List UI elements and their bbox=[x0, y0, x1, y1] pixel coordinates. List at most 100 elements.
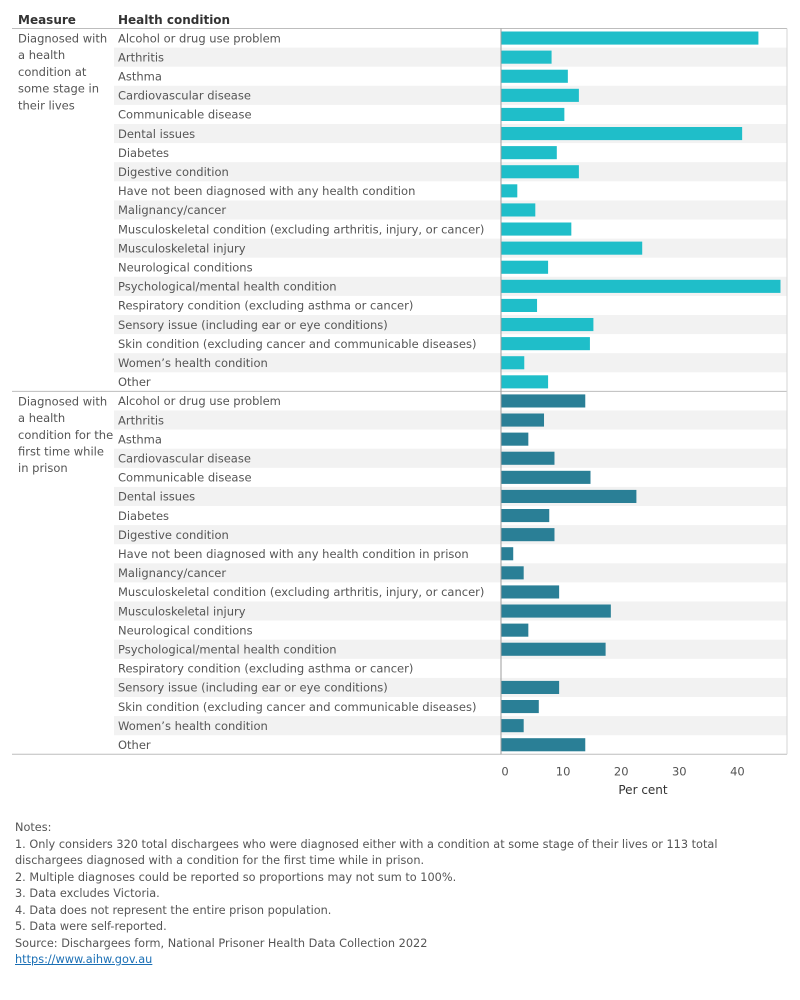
x-tick-label: 30 bbox=[672, 764, 687, 778]
category-label: Musculoskeletal condition (excluding art… bbox=[118, 585, 484, 599]
category-label: Musculoskeletal condition (excluding art… bbox=[118, 222, 484, 236]
measure-label-line: condition for the bbox=[18, 428, 113, 442]
x-tick-label: 10 bbox=[556, 764, 571, 778]
category-label: Have not been diagnosed with any health … bbox=[118, 547, 469, 561]
category-label: Cardiovascular disease bbox=[118, 89, 251, 103]
bar bbox=[501, 222, 572, 236]
row-band bbox=[114, 448, 787, 468]
bar bbox=[501, 738, 586, 752]
row-band bbox=[114, 639, 787, 659]
category-label: Communicable disease bbox=[118, 471, 252, 485]
category-label: Skin condition (excluding cancer and com… bbox=[118, 700, 476, 714]
bar bbox=[501, 279, 781, 293]
bar bbox=[501, 241, 643, 255]
note-item-3: 3. Data excludes Victoria. bbox=[15, 887, 160, 900]
row-band bbox=[114, 410, 787, 430]
row-band bbox=[114, 315, 787, 335]
measure-column-header: Measure bbox=[18, 13, 76, 27]
bar bbox=[501, 394, 586, 408]
bar bbox=[501, 623, 529, 637]
category-label: Alcohol or drug use problem bbox=[118, 394, 281, 408]
note-item-5: 5. Data were self-reported. bbox=[15, 920, 167, 933]
bar bbox=[501, 470, 591, 484]
bar-chart: Measure Health condition Diagnosed with a… bbox=[12, 13, 788, 797]
bar bbox=[501, 509, 550, 523]
row-band bbox=[114, 601, 787, 621]
bar bbox=[501, 88, 579, 102]
bar bbox=[501, 260, 549, 274]
bar bbox=[501, 528, 555, 542]
row-band bbox=[114, 85, 787, 105]
bar bbox=[501, 566, 524, 580]
bar bbox=[501, 432, 529, 446]
bar bbox=[501, 375, 549, 389]
bar bbox=[501, 337, 590, 351]
row-band bbox=[114, 353, 787, 373]
measure-label-line: Diagnosed with bbox=[18, 32, 107, 46]
bar bbox=[501, 127, 743, 141]
bar bbox=[501, 642, 606, 656]
bar bbox=[501, 356, 525, 370]
category-label: Other bbox=[118, 738, 151, 752]
source-link[interactable]: https://www.aihw.gov.au bbox=[15, 953, 153, 966]
x-axis-title: Per cent bbox=[618, 783, 668, 797]
row-band bbox=[114, 47, 787, 67]
category-label: Musculoskeletal injury bbox=[118, 604, 246, 618]
bar bbox=[501, 184, 518, 198]
category-label: Sensory issue (including ear or eye cond… bbox=[118, 318, 388, 332]
bar bbox=[501, 585, 560, 599]
measure-label-line: Diagnosed with bbox=[18, 394, 107, 408]
measure-label-line: condition at bbox=[18, 65, 87, 79]
category-label: Sensory issue (including ear or eye cond… bbox=[118, 681, 388, 695]
notes-heading: Notes: bbox=[15, 821, 52, 834]
category-label: Women’s health condition bbox=[118, 356, 268, 370]
x-axis: 0 10 20 30 40 bbox=[501, 764, 744, 778]
note-item-4: 4. Data does not represent the entire pr… bbox=[15, 903, 332, 917]
measure-label-line: first time while bbox=[18, 445, 104, 459]
category-label: Arthritis bbox=[118, 50, 164, 64]
category-label: Cardiovascular disease bbox=[118, 452, 251, 466]
category-label: Digestive condition bbox=[118, 528, 229, 542]
bar bbox=[501, 107, 565, 121]
rules bbox=[12, 28, 788, 755]
row-band bbox=[114, 563, 787, 583]
bar bbox=[501, 413, 545, 427]
category-label: Women’s health condition bbox=[118, 719, 268, 733]
bar bbox=[501, 50, 552, 64]
x-tick-label: 40 bbox=[730, 764, 745, 778]
category-label: Other bbox=[118, 375, 151, 389]
health-condition-column-header: Health condition bbox=[118, 13, 230, 27]
row-band bbox=[114, 716, 787, 736]
bar bbox=[501, 318, 594, 332]
note-item-2: 2. Multiple diagnoses could be reported … bbox=[15, 870, 457, 884]
bars bbox=[501, 31, 781, 752]
bar bbox=[501, 69, 568, 83]
row-band bbox=[114, 162, 787, 182]
category-label: Neurological conditions bbox=[118, 623, 253, 637]
measure-label-line: a health bbox=[18, 48, 65, 62]
category-label: Arthritis bbox=[118, 413, 164, 427]
bar bbox=[501, 719, 524, 733]
category-label: Respiratory condition (excluding asthma … bbox=[118, 662, 413, 676]
category-label: Alcohol or drug use problem bbox=[118, 31, 281, 45]
bar bbox=[501, 489, 637, 503]
measure-label-line: in prison bbox=[18, 461, 68, 475]
category-label: Malignancy/cancer bbox=[118, 566, 226, 580]
category-label: Malignancy/cancer bbox=[118, 203, 226, 217]
notes-block: Notes: 1. Only considers 320 total disch… bbox=[15, 820, 785, 969]
category-label: Asthma bbox=[118, 70, 162, 84]
x-tick-label: 20 bbox=[614, 764, 629, 778]
bar bbox=[501, 680, 560, 694]
category-label: Dental issues bbox=[118, 490, 195, 504]
bar bbox=[501, 165, 579, 179]
bar bbox=[501, 203, 536, 217]
category-label: Digestive condition bbox=[118, 165, 229, 179]
row-band bbox=[114, 486, 787, 506]
category-label: Diabetes bbox=[118, 509, 169, 523]
bar bbox=[501, 146, 557, 160]
bar bbox=[501, 298, 538, 312]
category-label: Skin condition (excluding cancer and com… bbox=[118, 337, 476, 351]
row-band bbox=[114, 200, 787, 220]
bar bbox=[501, 700, 539, 714]
category-label: Musculoskeletal injury bbox=[118, 241, 246, 255]
